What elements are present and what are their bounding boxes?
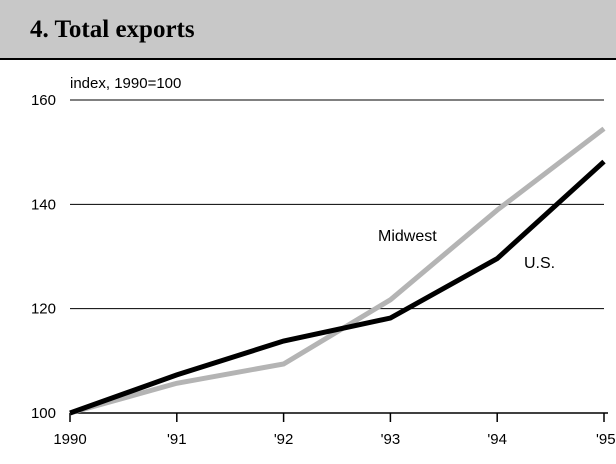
x-tick-label: '93 xyxy=(381,431,401,448)
x-tick-label: 1990 xyxy=(53,431,86,448)
y-tick-label: 120 xyxy=(31,301,56,318)
x-tick-label: '91 xyxy=(167,431,187,448)
x-tick-label: '92 xyxy=(274,431,294,448)
x-tick-label: '94 xyxy=(487,431,507,448)
series-line-u-s xyxy=(69,159,606,416)
series-label: U.S. xyxy=(524,255,555,272)
y-tick-label: 160 xyxy=(31,92,56,109)
y-axis-unit-label: index, 1990=100 xyxy=(70,75,181,92)
x-tick-label: '95 xyxy=(596,431,616,448)
chart-title: 4. Total exports xyxy=(30,16,195,43)
y-tick-label: 140 xyxy=(31,196,56,213)
y-tick-label: 100 xyxy=(31,405,56,422)
series-label: Midwest xyxy=(378,228,437,245)
chart-title-bar: 4. Total exports xyxy=(0,0,616,60)
